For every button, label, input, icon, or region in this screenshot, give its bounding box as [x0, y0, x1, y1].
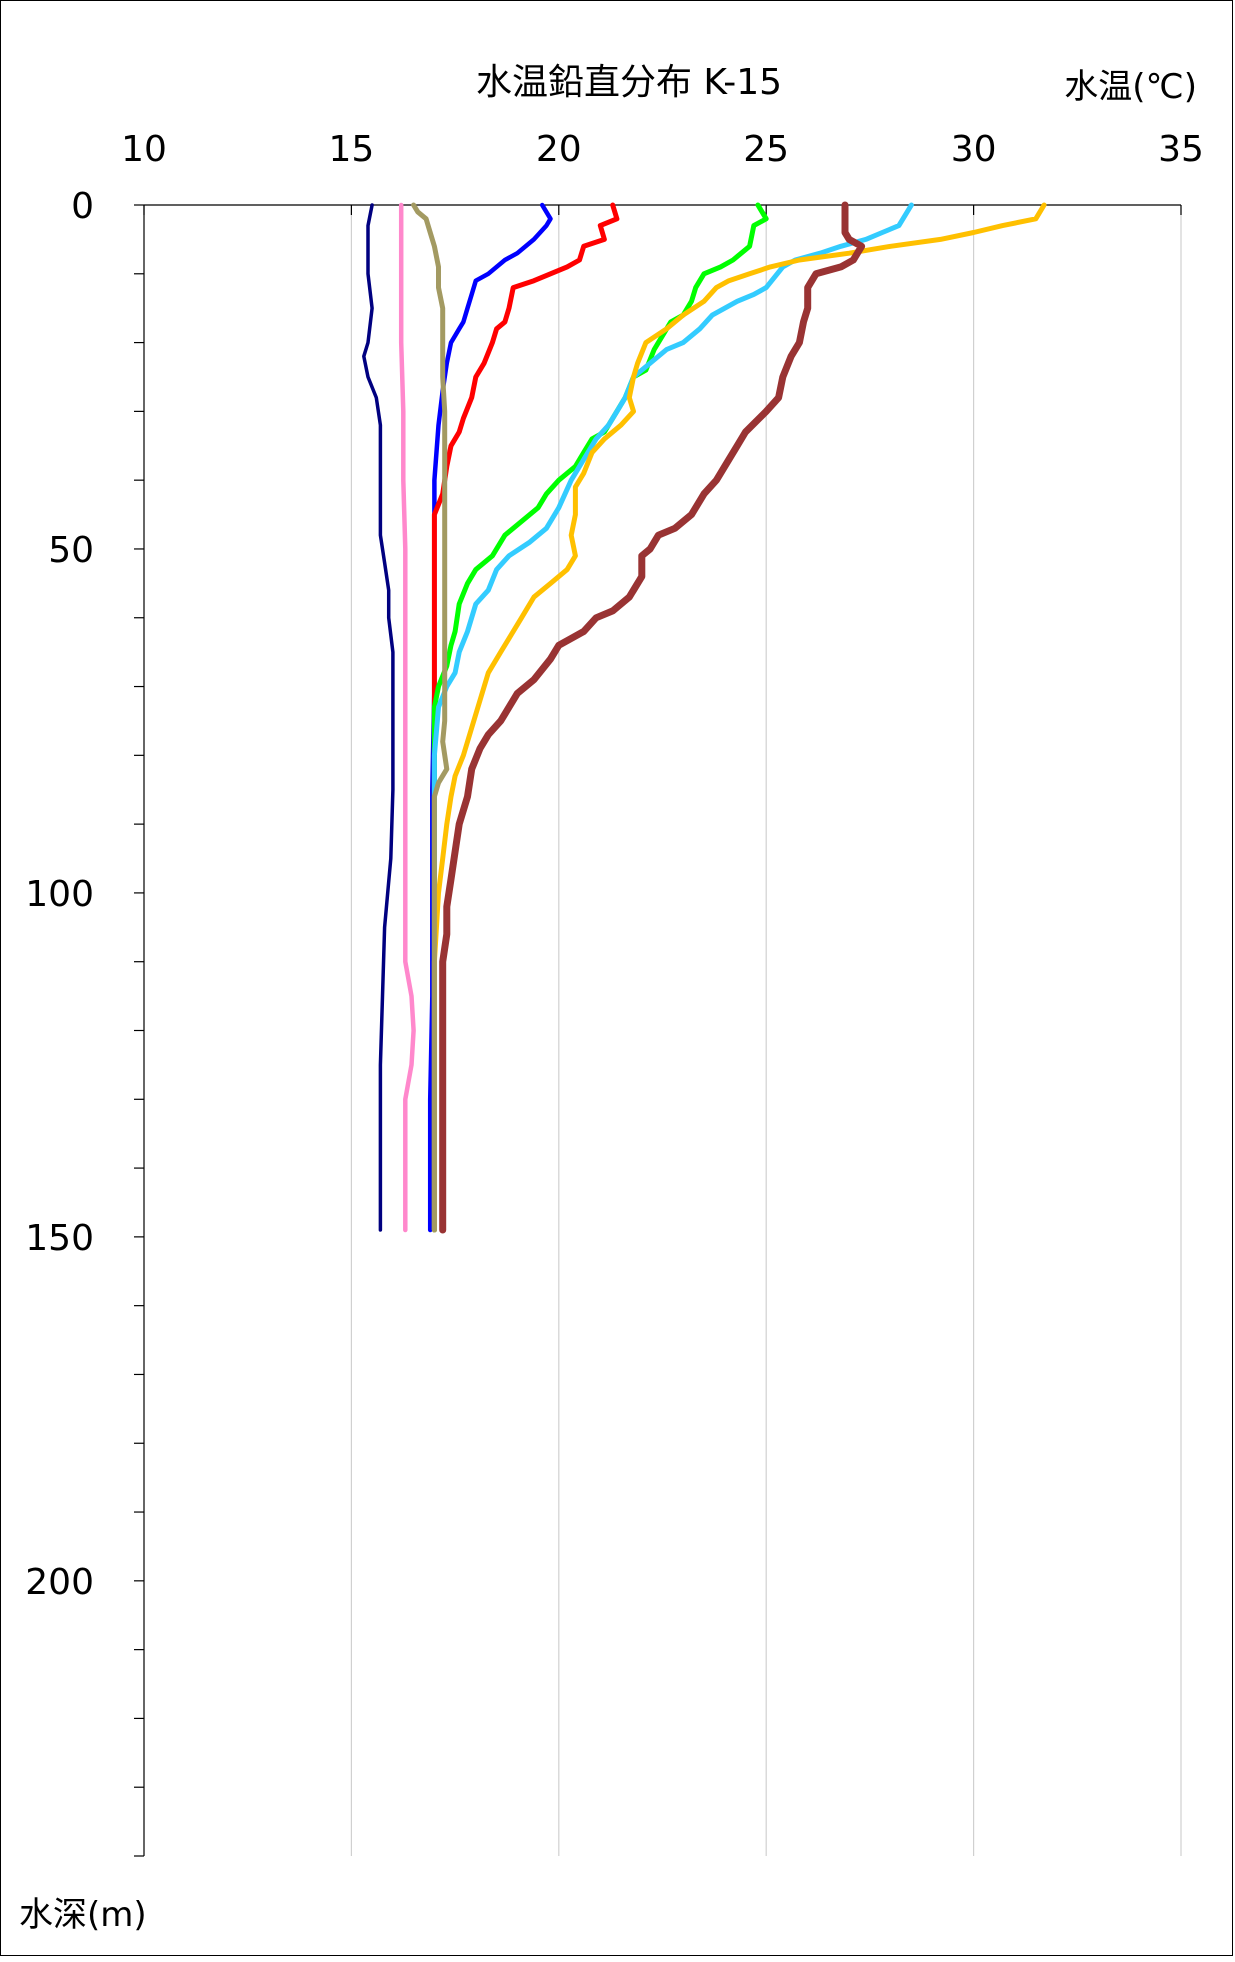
y-tick-label: 0: [71, 186, 94, 227]
x-tick-label: 20: [536, 129, 582, 170]
y-tick-label: 200: [25, 1562, 94, 1603]
series-line: [362, 203, 395, 1232]
series-line: [431, 202, 914, 1233]
x-tick-label: 15: [328, 129, 374, 170]
y-tick-label: 50: [48, 530, 94, 571]
series-line: [431, 202, 620, 1233]
y-tick-label: 150: [25, 1218, 94, 1259]
series-line: [427, 202, 553, 1233]
labels-layer: 10 15 20 25 30 35 0 50 100 150 200: [25, 129, 1204, 1603]
series-layer: [362, 201, 1047, 1234]
x-tick-label: 30: [951, 129, 997, 170]
series-line: [398, 202, 416, 1233]
series-line: [439, 201, 866, 1234]
y-tick-label: 100: [25, 874, 94, 915]
x-axis-title: 水温(℃): [1064, 67, 1197, 107]
series-line: [431, 202, 1047, 1233]
series-line: [411, 202, 450, 1233]
chart-title: 水温鉛直分布 K-15: [476, 62, 782, 103]
y-axis-title: 水深(m): [19, 1895, 147, 1935]
grid-layer: [350, 205, 1182, 1856]
x-tick-label: 10: [121, 129, 167, 170]
x-tick-label: 35: [1158, 129, 1204, 170]
axes-layer: [134, 204, 1182, 1857]
series-line: [431, 202, 769, 1233]
x-tick-label: 25: [743, 129, 789, 170]
